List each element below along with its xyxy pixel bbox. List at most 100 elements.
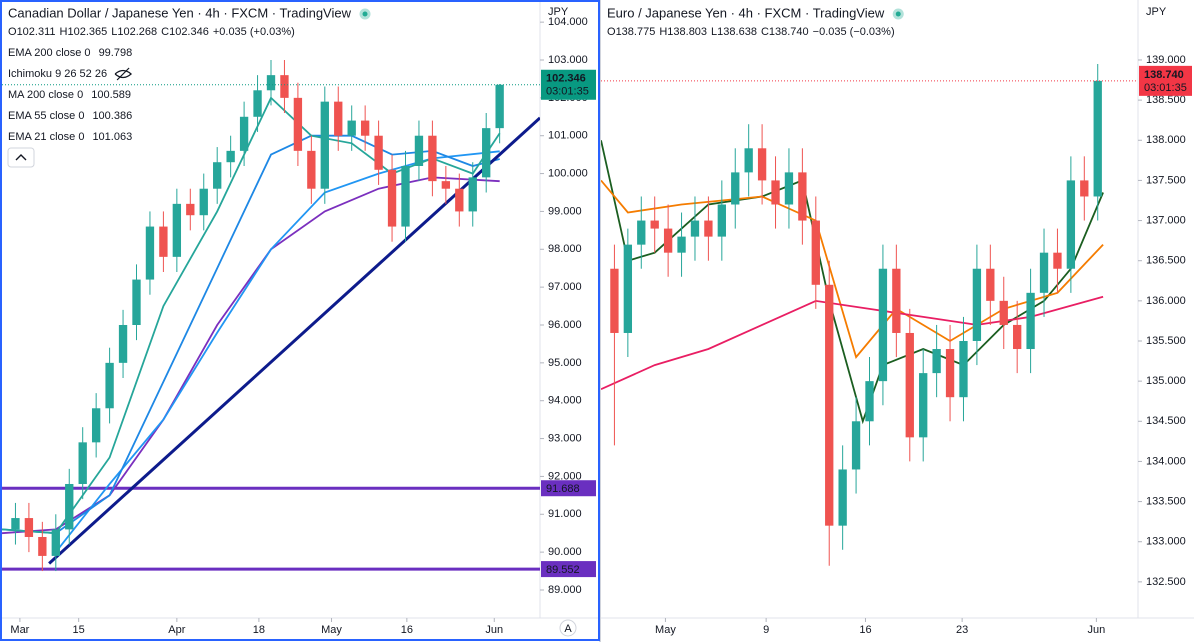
- candle-body: [838, 469, 847, 526]
- candle-body: [811, 220, 820, 285]
- candle-body: [1026, 292, 1035, 350]
- candle-body: [959, 340, 968, 398]
- candle-body: [239, 116, 249, 151]
- candle-body: [455, 188, 464, 212]
- ohlc-value: 138.638: [717, 26, 757, 38]
- level-label-box: [541, 480, 596, 497]
- y-tick-label: 98.000: [548, 243, 582, 255]
- y-tick-label: 137.500: [1146, 174, 1186, 186]
- x-tick-label: 18: [253, 624, 265, 636]
- y-tick-label: 134.000: [1146, 455, 1186, 467]
- candle-body: [1093, 80, 1102, 197]
- x-tick-label: 16: [859, 624, 871, 636]
- indicator-value: 100.386: [92, 110, 132, 122]
- indicator-value: 101.063: [92, 131, 132, 143]
- indicator-name: Ichimoku 9 26 52 26: [8, 68, 107, 80]
- collapse-button[interactable]: [7, 147, 35, 168]
- indicator-line: [601, 179, 1104, 359]
- indicator-line: [2, 134, 500, 535]
- candle-body: [784, 172, 794, 205]
- price-label: 102.346: [546, 73, 586, 85]
- candle-body: [905, 332, 914, 438]
- chart-title: Euro / Japanese Yen · 4h · FXCM · Tradin…: [607, 5, 885, 20]
- y-tick-label: 133.500: [1146, 495, 1186, 507]
- candle-body: [825, 284, 834, 526]
- indicator-name: EMA 21 close 0: [8, 131, 84, 143]
- ohlc-change: −0.035 (−0.03%): [813, 26, 895, 38]
- countdown: 03:01:35: [1144, 82, 1187, 94]
- auto-scale-button[interactable]: [559, 619, 577, 637]
- ohlc-letter: O: [8, 26, 17, 38]
- candle-body: [132, 279, 141, 325]
- y-tick-label: 139.000: [1146, 54, 1186, 66]
- y-tick-label: 90.000: [548, 546, 582, 558]
- x-tick-label: Jun: [1088, 624, 1106, 636]
- x-tick-label: 15: [73, 624, 85, 636]
- level-label: 89.552: [546, 564, 580, 576]
- candle-body: [495, 84, 504, 129]
- y-tick-label: 135.500: [1146, 335, 1186, 347]
- candle-body: [172, 203, 182, 257]
- candle-body: [414, 135, 424, 166]
- candle-body: [118, 324, 128, 363]
- ohlc-letter: H: [60, 26, 68, 38]
- candle-body: [374, 135, 383, 170]
- candle-body: [360, 120, 370, 136]
- candle-body: [91, 408, 101, 443]
- candle-body: [334, 101, 343, 136]
- candle-body: [1066, 180, 1076, 269]
- candle-body: [24, 518, 34, 537]
- ohlc-value: 102.365: [67, 26, 107, 38]
- candle-body: [38, 536, 47, 556]
- candle-body: [892, 268, 901, 333]
- candle-body: [428, 135, 437, 182]
- y-tick-label: 104.000: [548, 16, 588, 28]
- candle-body: [865, 381, 874, 422]
- ohlc-letter: H: [659, 26, 667, 38]
- candle-body: [213, 162, 222, 189]
- candle-body: [919, 373, 928, 438]
- auto-scale-label[interactable]: A: [564, 623, 572, 635]
- y-tick-label: 92.000: [548, 470, 582, 482]
- ohlc-letter: C: [161, 26, 169, 38]
- x-tick-label: 23: [956, 624, 968, 636]
- candle-body: [293, 97, 303, 151]
- ohlc-value: 102.311: [17, 26, 56, 38]
- candle-body: [1013, 324, 1022, 350]
- candle-body: [744, 148, 753, 173]
- price-label-box: [541, 69, 596, 100]
- hidden-eye-icon[interactable]: [114, 67, 132, 81]
- y-tick-label: 103.000: [548, 54, 588, 66]
- candle-body: [482, 128, 491, 178]
- x-tick-label: May: [321, 624, 342, 636]
- candle-body: [441, 181, 451, 189]
- candle-body: [798, 172, 807, 221]
- candle-body: [307, 150, 316, 189]
- candle-body: [11, 518, 20, 530]
- ohlc-letter: C: [761, 26, 769, 38]
- level-label: 91.688: [546, 483, 580, 495]
- candle-body: [51, 529, 60, 556]
- x-tick-label: 9: [763, 624, 769, 636]
- x-tick-label: Mar: [10, 624, 29, 636]
- candle-body: [253, 90, 262, 117]
- y-tick-label: 97.000: [548, 281, 582, 293]
- ohlc-value: 138.740: [769, 26, 809, 38]
- candle-body: [105, 362, 114, 409]
- candle-body: [78, 442, 87, 484]
- candle-body: [972, 268, 982, 341]
- candle-body: [650, 220, 659, 229]
- candle-body: [986, 268, 995, 301]
- indicator-value: 100.589: [91, 89, 131, 101]
- countdown: 03:01:35: [546, 86, 589, 98]
- y-tick-label: 136.000: [1146, 295, 1186, 307]
- candle-body: [1080, 180, 1089, 197]
- candle-body: [159, 226, 168, 257]
- candle-body: [1039, 252, 1049, 293]
- ohlc-value: 138.775: [616, 26, 656, 38]
- candle-body: [677, 236, 686, 253]
- candle-body: [320, 101, 329, 189]
- y-tick-label: 93.000: [548, 432, 582, 444]
